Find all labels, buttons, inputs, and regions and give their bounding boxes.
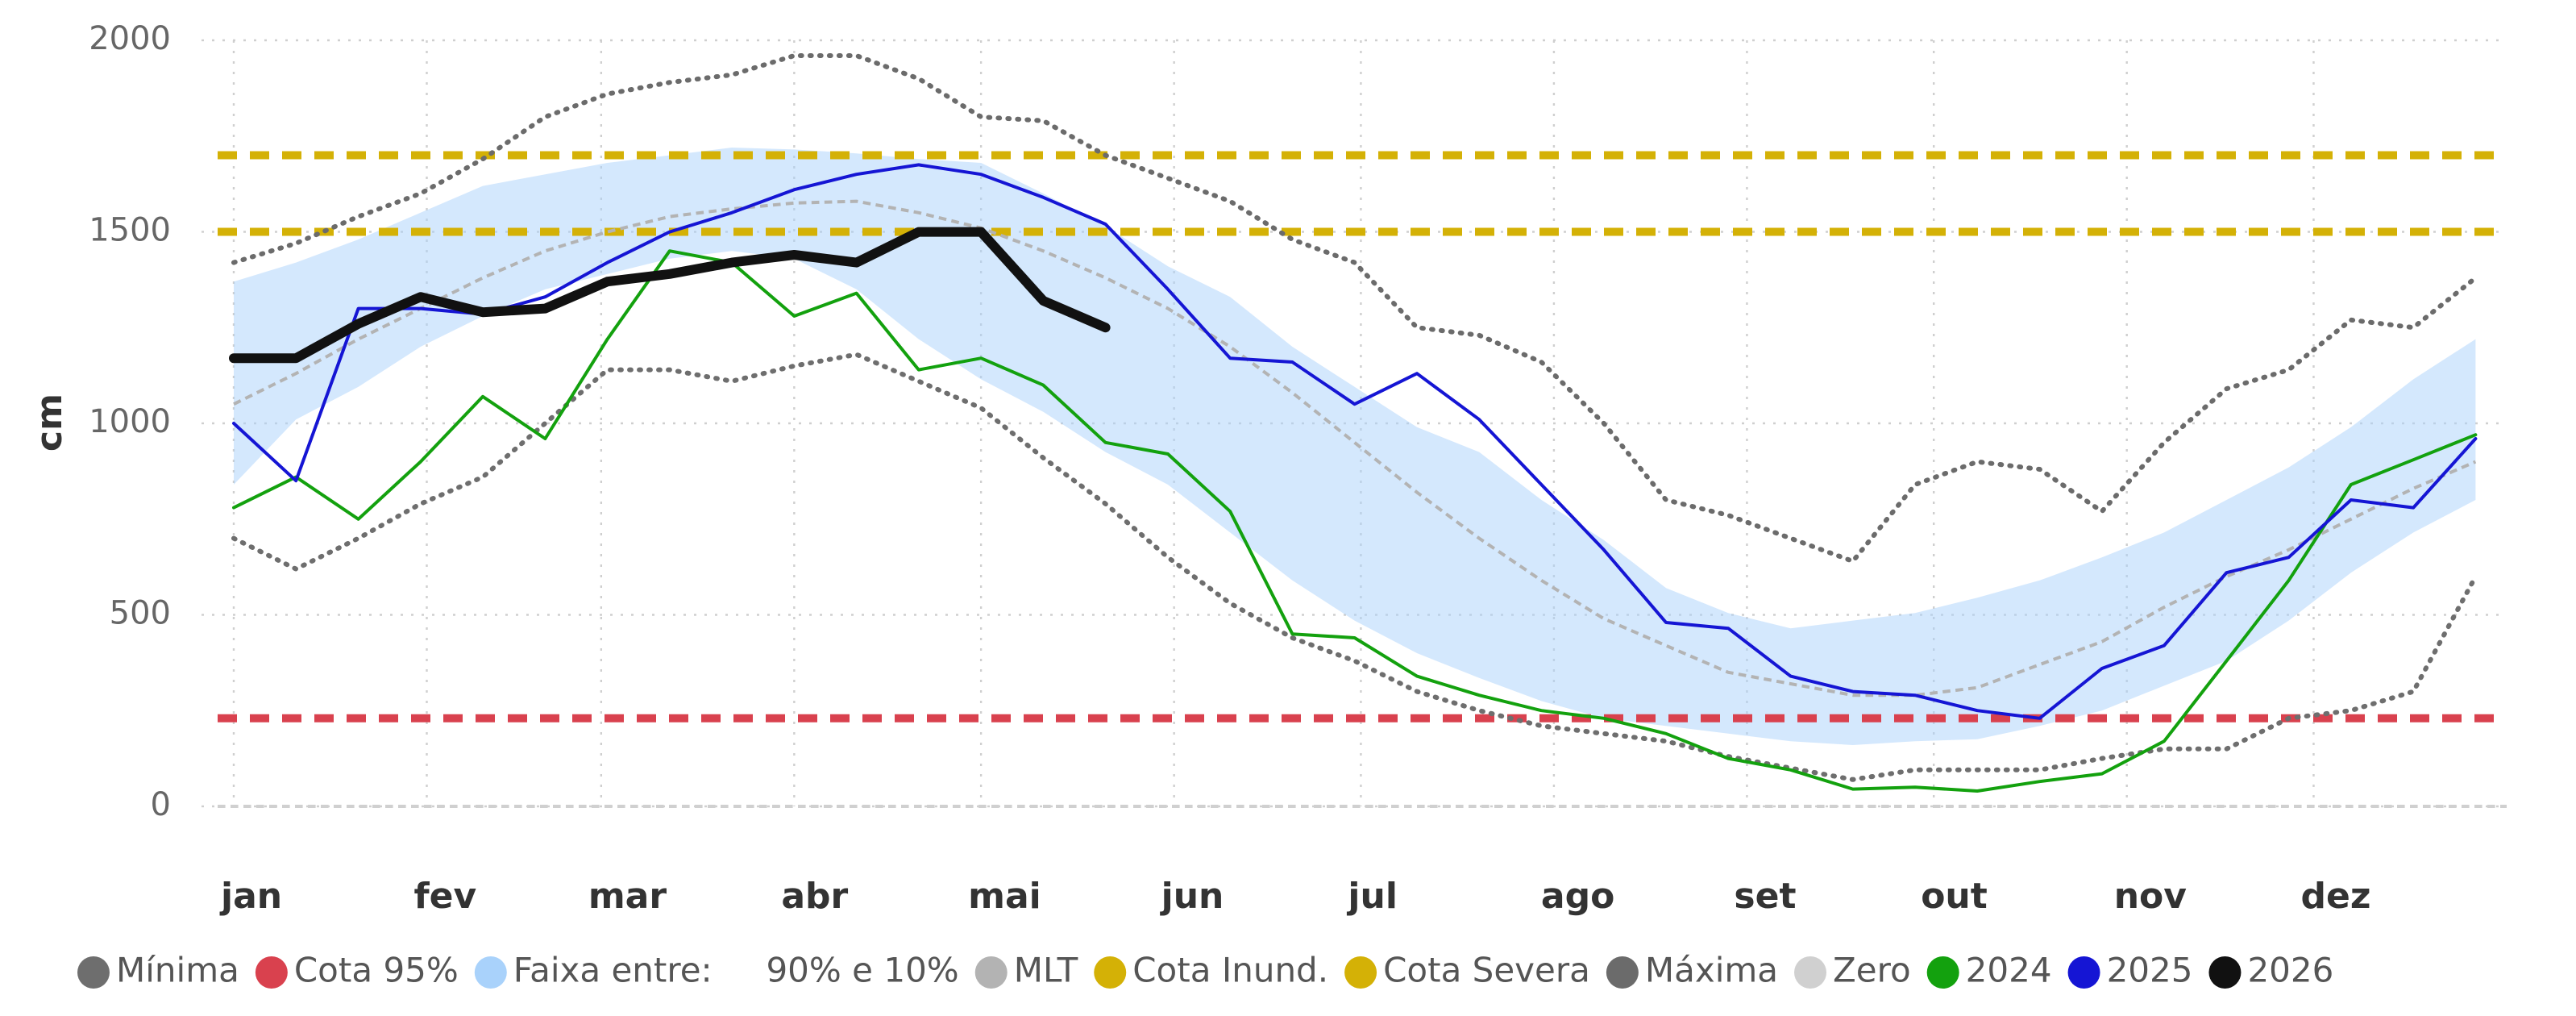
legend-marker: [255, 956, 288, 989]
y-tick-label: 1000: [89, 403, 171, 440]
axes: 0 500 1000 1500 2000 jan fev mar abr mai jun jul ago…: [89, 20, 2370, 917]
x-tick-label: ago: [1541, 876, 1614, 917]
x-tick-label: out: [1921, 876, 1988, 917]
legend-item[interactable]: 2024: [1926, 951, 2052, 990]
x-tick-label: jan: [219, 876, 282, 917]
legend-item[interactable]: 2026: [2208, 951, 2333, 990]
legend-item[interactable]: Cota Severa: [1344, 951, 1590, 990]
y-tick-label: 2000: [89, 20, 171, 57]
y-tick-label: 500: [110, 595, 171, 632]
series-line: [232, 163, 2478, 720]
legend-marker: [2208, 956, 2242, 989]
x-tick-label: nov: [2114, 876, 2188, 917]
legend-label: 2024: [1966, 951, 2052, 990]
legend-marker: [2067, 956, 2100, 989]
x-tick-label: mai: [968, 876, 1041, 917]
legend-item[interactable]: Zero: [1794, 951, 1911, 990]
legend-marker: [474, 956, 507, 989]
x-tick-label: dez: [2300, 876, 2370, 917]
legend-label: Zero: [1833, 951, 1911, 990]
x-tick-label: set: [1734, 876, 1796, 917]
legend-item[interactable]: MLT: [974, 951, 1078, 990]
legend-label: 2025: [2107, 951, 2193, 990]
series-line: [232, 249, 2478, 793]
x-tick-label: fev: [414, 876, 477, 917]
legend-item[interactable]: Cota Inund.: [1094, 951, 1328, 990]
legend-label: Cota Inund.: [1132, 951, 1328, 990]
series-line: [231, 53, 2478, 564]
series-line: [229, 227, 1111, 364]
legend-label: MLT: [1014, 951, 1078, 990]
x-tick-label: jul: [1346, 876, 1398, 917]
y-tick-label: 1500: [89, 212, 171, 249]
y-tick-label: 0: [151, 786, 171, 823]
series-line: [231, 352, 2478, 782]
legend-item[interactable]: Mínima: [77, 951, 239, 990]
legend-label: Mínima: [116, 951, 239, 990]
legend-marker: [1606, 956, 1639, 989]
legend-item[interactable]: Faixa entre: 90% e 10%: [474, 951, 959, 990]
legend-item[interactable]: Máxima: [1606, 951, 1778, 990]
series-line: [233, 199, 2477, 697]
legend-item[interactable]: 2025: [2067, 951, 2193, 990]
plot-area: [218, 53, 2507, 808]
x-tick-label: jun: [1160, 876, 1224, 917]
legend-marker: [1094, 956, 1127, 989]
y-axis-label: cm: [29, 393, 70, 452]
legend-label: 2026: [2247, 951, 2333, 990]
legend-marker: [77, 956, 110, 989]
legend: Mínima Cota 95% Faixa entre: 90% e 10% MLT C…: [77, 951, 2333, 990]
legend-label: Cota 95%: [294, 951, 459, 990]
x-tick-label: abr: [781, 876, 848, 917]
legend-label: Máxima: [1645, 951, 1778, 990]
legend-marker: [1926, 956, 1959, 989]
legend-marker: [1344, 956, 1377, 989]
x-tick-label: mar: [588, 876, 667, 917]
legend-label: Faixa entre: 90% e 10%: [513, 951, 959, 990]
legend-item[interactable]: Cota 95%: [255, 951, 459, 990]
legend-label: Cota Severa: [1383, 951, 1590, 990]
legend-marker: [974, 956, 1008, 989]
range-band: [234, 148, 2476, 745]
legend-marker: [1794, 956, 1827, 989]
